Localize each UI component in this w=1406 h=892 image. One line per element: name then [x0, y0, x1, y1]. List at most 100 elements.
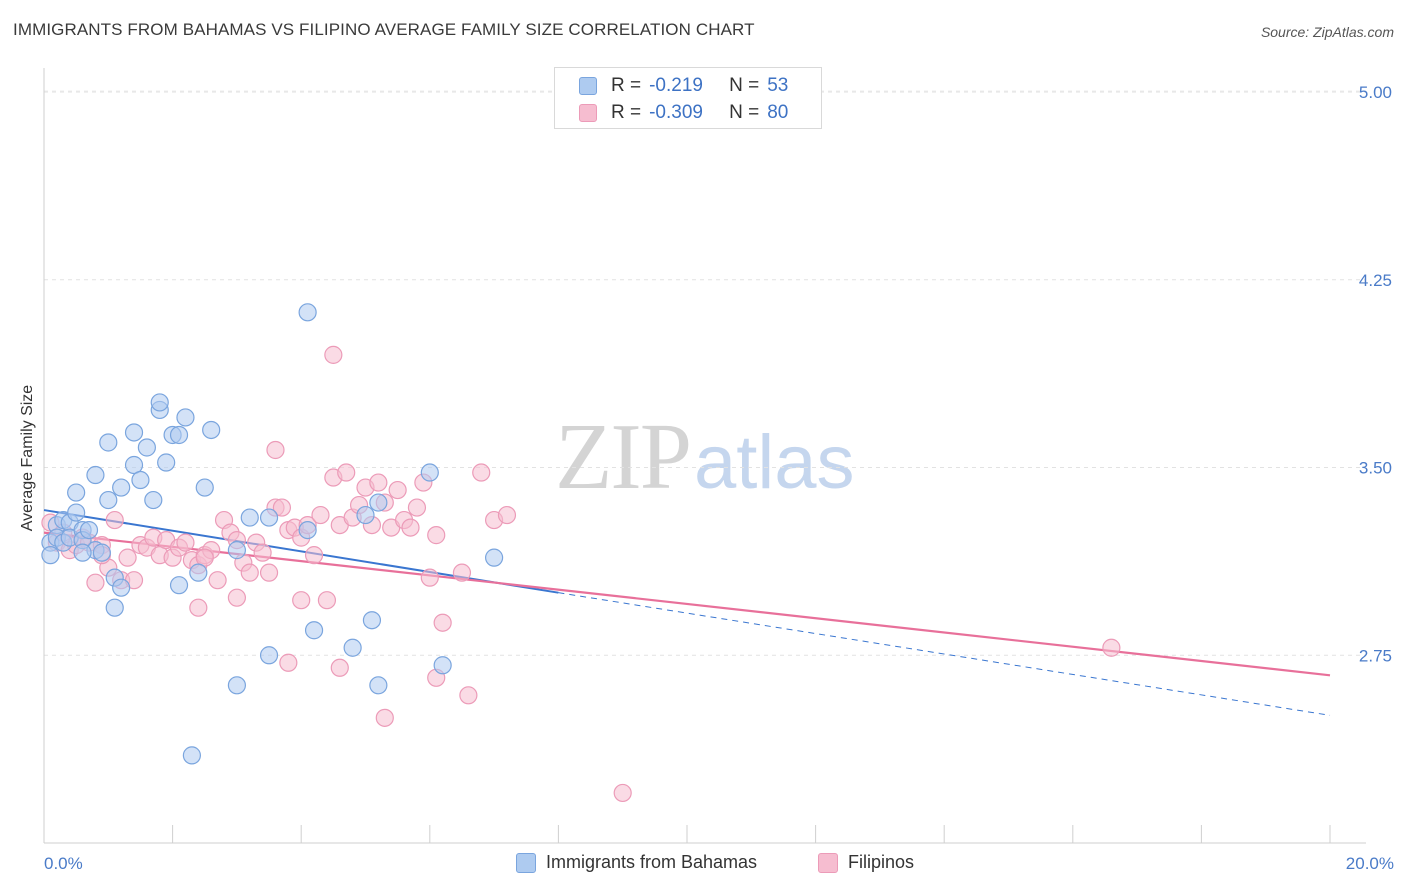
point-bahamas-47 — [298, 303, 317, 322]
point-bahamas-32 — [176, 408, 195, 427]
point-filipinos-73 — [613, 783, 632, 803]
y-tick-label-1: 3.50 — [1359, 459, 1392, 478]
y-tick-label-2: 4.25 — [1359, 271, 1392, 290]
series-label-filipinos: Filipinos — [848, 852, 915, 872]
legend-n-label-filipinos: N = — [729, 102, 760, 123]
point-bahamas-50 — [356, 505, 375, 525]
point-bahamas-25 — [131, 470, 150, 490]
point-filipinos-50 — [369, 473, 388, 492]
series-legend: Immigrants from Bahamas Filipinos — [0, 852, 1406, 878]
point-bahamas-44 — [259, 646, 279, 665]
point-filipinos-30 — [240, 563, 259, 582]
point-bahamas-23 — [124, 455, 144, 475]
legend-r-label-bahamas: R = — [611, 75, 642, 96]
series-swatch-filipinos — [818, 852, 838, 873]
point-filipinos-60 — [452, 563, 472, 582]
point-filipinos-20 — [176, 533, 195, 552]
point-bahamas-12 — [79, 520, 99, 540]
point-filipinos-41 — [311, 505, 330, 525]
legend-row-filipinos: R = -0.309 N = 80 — [579, 102, 788, 124]
point-filipinos-12 — [118, 548, 137, 567]
legend-r-value-bahamas: -0.219 — [649, 75, 703, 96]
point-bahamas-22 — [112, 578, 131, 597]
axis-layer — [43, 68, 1366, 844]
point-bahamas-29 — [150, 393, 169, 412]
point-bahamas-30 — [157, 453, 176, 472]
point-filipinos-53 — [388, 480, 407, 500]
point-filipinos-10 — [105, 510, 124, 530]
trendline-bahamas — [43, 509, 559, 594]
legend-r-value-filipinos: -0.309 — [649, 102, 703, 123]
x-tick-label-min: 0.0% — [44, 854, 83, 873]
y-tick-label-0: 2.75 — [1359, 646, 1392, 665]
point-filipinos-76 — [189, 598, 208, 617]
point-filipinos-45 — [337, 463, 356, 482]
series-label-bahamas: Immigrants from Bahamas — [546, 852, 758, 872]
point-bahamas-37 — [182, 746, 201, 765]
legend-swatch-bahamas — [579, 77, 597, 95]
point-bahamas-41 — [227, 541, 246, 560]
point-bahamas-16 — [73, 543, 92, 562]
point-filipinos-67 — [292, 591, 311, 610]
point-bahamas-35 — [189, 563, 208, 582]
point-filipinos-42 — [317, 591, 337, 610]
point-bahamas-36 — [202, 420, 221, 440]
point-bahamas-27 — [144, 490, 163, 510]
point-filipinos-55 — [401, 518, 420, 537]
point-filipinos-63 — [497, 505, 517, 525]
point-bahamas-52 — [420, 463, 439, 482]
chart-title: IMMIGRANTS FROM BAHAMAS VS FILIPINO AVER… — [13, 20, 755, 39]
point-filipinos-56 — [407, 498, 427, 517]
point-bahamas-48 — [362, 611, 382, 630]
point-bahamas-33 — [169, 576, 189, 595]
series-legend-bahamas[interactable]: Immigrants from Bahamas — [516, 852, 757, 873]
point-filipinos-70 — [375, 708, 394, 727]
point-filipinos-72 — [459, 686, 478, 705]
point-bahamas-54 — [485, 548, 504, 567]
point-filipinos-58 — [427, 526, 446, 545]
point-bahamas-51 — [369, 493, 388, 512]
point-bahamas-21 — [112, 478, 131, 497]
series-legend-filipinos[interactable]: Filipinos — [818, 852, 914, 873]
point-bahamas-40 — [240, 508, 259, 527]
point-bahamas-38 — [169, 425, 189, 445]
legend-r-label-filipinos: R = — [611, 102, 642, 123]
point-bahamas-26 — [137, 438, 156, 457]
point-bahamas-14 — [86, 465, 105, 485]
point-bahamas-49 — [369, 676, 388, 695]
label-layer: 2.75 3.50 4.25 5.00 0.0% 20.0% — [44, 83, 1394, 873]
point-filipinos-68 — [279, 653, 298, 672]
point-bahamas-17 — [99, 433, 118, 452]
legend-row-bahamas: R = -0.219 N = 53 — [579, 75, 788, 97]
point-bahamas-39 — [227, 676, 246, 695]
point-bahamas-42 — [259, 508, 279, 527]
point-bahamas-46 — [343, 638, 362, 657]
point-filipinos-77 — [227, 588, 246, 607]
x-tick-label-max: 20.0% — [1346, 854, 1394, 873]
chart-source: Source: ZipAtlas.com — [1260, 24, 1394, 40]
point-filipinos-7 — [86, 573, 105, 592]
stats-legend: R = -0.219 N = 53 R = -0.309 N = 80 — [554, 67, 822, 129]
y-tick-label-3: 5.00 — [1359, 83, 1392, 102]
point-filipinos-32 — [253, 543, 272, 562]
legend-n-label-bahamas: N = — [729, 75, 760, 96]
point-filipinos-35 — [272, 498, 292, 517]
point-filipinos-25 — [208, 571, 227, 590]
point-bahamas-9 — [67, 483, 86, 502]
point-filipinos-40 — [304, 546, 324, 565]
point-bahamas-43 — [298, 520, 317, 540]
point-bahamas-18 — [99, 490, 118, 510]
point-filipinos-79 — [266, 440, 285, 460]
point-filipinos-61 — [472, 463, 491, 482]
legend-n-value-bahamas: 53 — [767, 75, 789, 96]
point-bahamas-15 — [92, 543, 111, 562]
point-bahamas-34 — [195, 478, 214, 497]
point-filipinos-66 — [195, 548, 214, 567]
point-bahamas-53 — [433, 656, 452, 675]
point-filipinos-74 — [1102, 638, 1121, 657]
point-bahamas-24 — [124, 423, 144, 442]
series-swatch-bahamas — [516, 852, 536, 873]
trendline-bahamas-extension — [558, 592, 1331, 716]
